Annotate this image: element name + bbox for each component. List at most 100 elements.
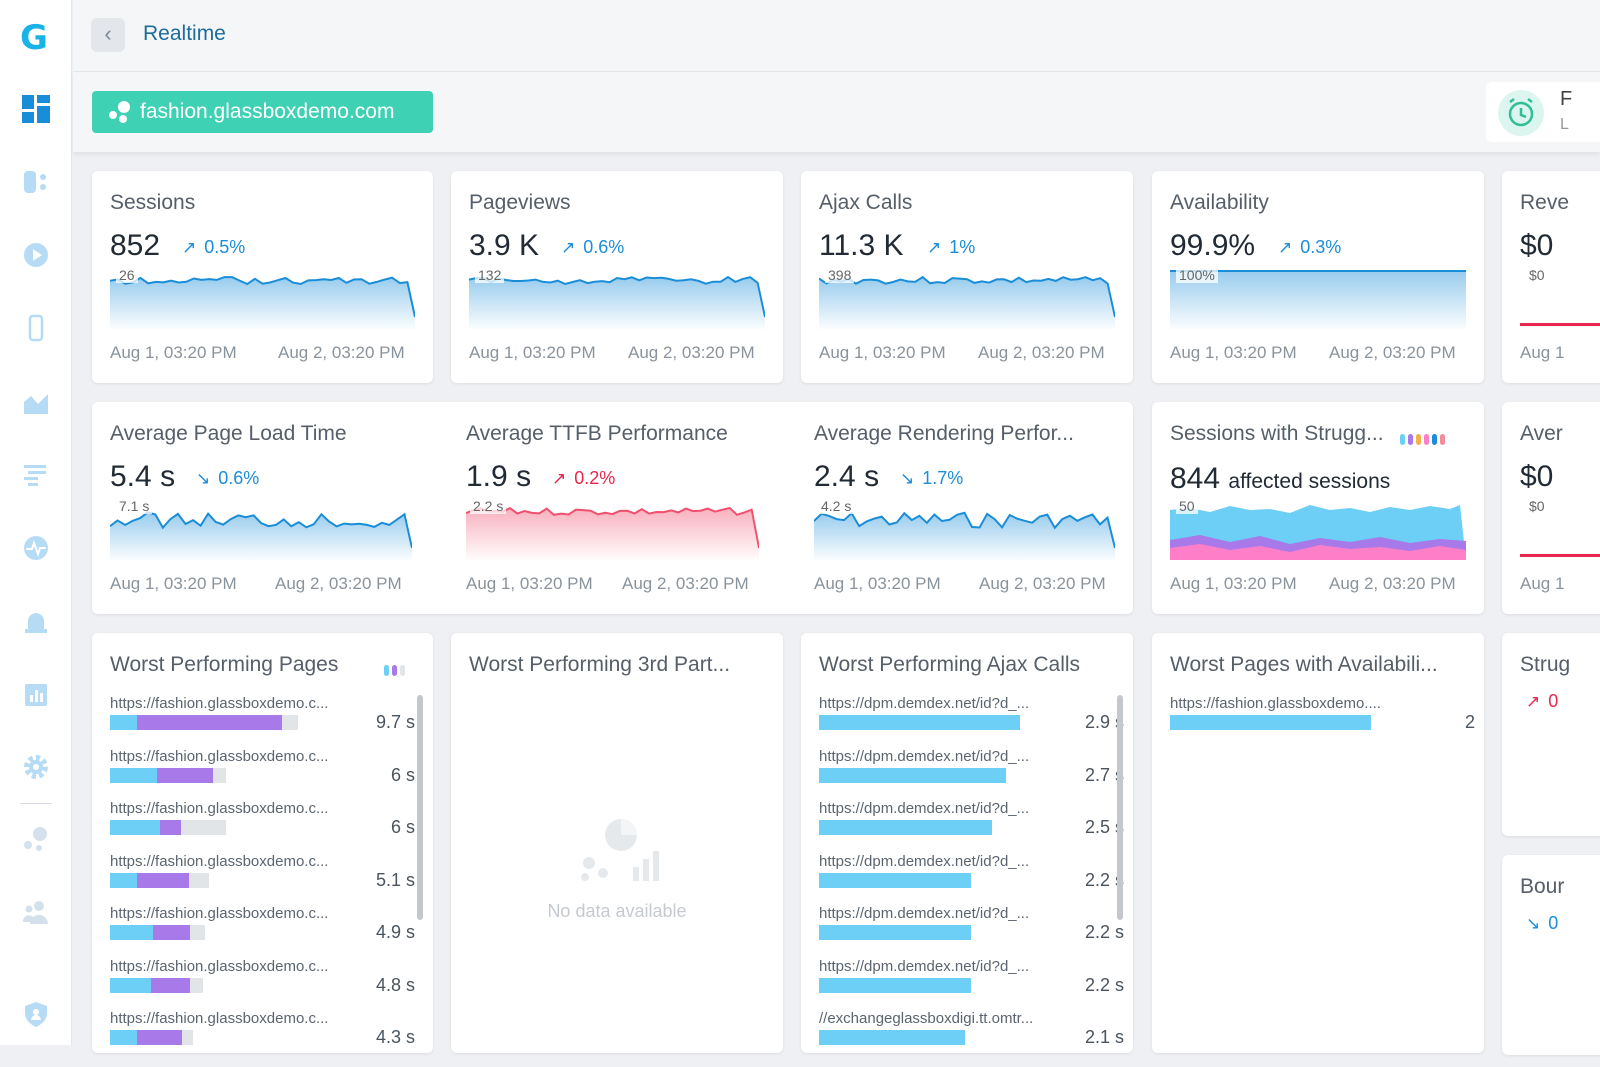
list-item-url: https://fashion.glassboxdemo.c... [110,1010,329,1027]
bar-track [110,925,205,940]
gear-icon[interactable] [22,753,50,781]
apps-icon[interactable] [22,825,50,853]
kpi-value: 852 [110,229,161,262]
date-end: Aug 2, 03:20 PM [622,574,749,593]
bounce-card[interactable]: Bour ↘ 0 [1502,855,1600,1055]
sparkline-area [466,508,759,560]
bar-segment-server [137,715,282,730]
bar-fill [819,820,992,835]
list-item[interactable]: https://fashion.glassboxdemo.c... 4.8 s [110,958,415,1006]
pulse-icon[interactable] [22,534,50,562]
struggle-area-chart [1170,505,1466,560]
sparkline-line [110,511,412,549]
performance-card[interactable]: Average Page Load Time 5.4 s ↘ 0.6% 7.1 s… [92,402,1133,614]
list-item[interactable]: https://fashion.glassboxdemo.c... 6 s [110,800,415,848]
bar-segment-network [110,820,160,835]
card-title: Sessions with Strugg... [1170,422,1384,445]
alarm-clock-icon [1498,90,1544,136]
bar-track [819,872,971,888]
list-item-url: //exchangeglassboxdigi.tt.omtr... [819,1010,1034,1027]
card-title: Worst Pages with Availabili... [1170,653,1438,676]
list-item-url: https://fashion.glassboxdemo.... [1170,695,1381,712]
funnel-icon[interactable] [22,168,50,196]
list-item[interactable]: https://fashion.glassboxdemo.c... 4.3 s [110,1010,415,1053]
time-range-subtitle: L [1560,116,1569,133]
bar-track [110,1030,193,1045]
alarm-icon[interactable] [22,607,50,635]
card-title: Aver [1520,422,1563,445]
list-item[interactable]: https://fashion.glassboxdemo.c... 6 s [110,748,415,796]
list-item-url: https://fashion.glassboxdemo.c... [110,852,329,870]
dashboard-icon[interactable] [22,95,50,123]
list-item[interactable]: https://dpm.demdex.net/id?d_... 2.2 s [819,958,1124,1006]
kpi-value: $0 [1520,229,1554,262]
scrollbar[interactable] [1117,695,1123,920]
trend-up-icon: ↗ [927,238,942,258]
users-icon[interactable] [22,898,50,926]
revenue-card[interactable]: Reve $0 $0 Aug 1 [1502,171,1600,383]
list-item[interactable]: //exchangeglassboxdigi.tt.omtr... 2.1 s [819,1010,1124,1053]
affected-label: affected sessions [1228,470,1391,493]
trend-down-icon: ↘ [900,469,915,489]
bar-track [1170,715,1371,730]
time-range-selector[interactable]: F L [1486,82,1600,142]
bar-fill [819,1030,965,1045]
list-icon[interactable] [22,461,50,489]
shield-icon[interactable] [22,1000,50,1028]
trend-value: 1% [949,237,976,257]
play-icon[interactable] [22,241,50,269]
bar-fill [819,767,1006,783]
legend-dot [1424,434,1429,445]
list-item[interactable]: https://fashion.glassboxdemo.c... 5.1 s [110,853,415,901]
list-item-value: 4.3 s [375,1027,415,1047]
app-selector[interactable]: fashion.glassboxdemo.com [92,91,433,133]
list-item-url: https://fashion.glassboxdemo.c... [110,957,329,975]
area-chart-icon[interactable] [22,388,50,416]
bar-segment-server [153,925,190,940]
bar-segment-network [110,925,153,940]
date-start: Aug 1, 03:20 PM [1170,574,1297,593]
bar-track [819,715,1020,730]
struggle-sessions-card[interactable]: Sessions with Strugg... 844 affected ses… [1152,402,1484,614]
sessions-card[interactable]: Sessions 852 ↗ 0.5% 26 Aug 1, 03:20 PM Au… [92,171,433,383]
worst-third-party-card[interactable]: Worst Performing 3rd Part... No data ava… [451,633,783,1053]
pageviews-card[interactable]: Pageviews 3.9 K ↗ 0.6% 132 Aug 1, 03:20 P… [451,171,783,383]
list-item-url: https://dpm.demdex.net/id?d_... [819,800,1030,817]
list-item[interactable]: https://dpm.demdex.net/id?d_... 2.7 s [819,748,1124,796]
kpi-value: 3.9 K [469,229,540,262]
ajax-calls-card[interactable]: Ajax Calls 11.3 K ↗ 1% 398 Aug 1, 03:20 P… [801,171,1133,383]
worst-pages-card[interactable]: Worst Performing Pages https://fashion.g… [92,633,433,1053]
list-item[interactable]: https://dpm.demdex.net/id?d_... 2.2 s [819,905,1124,953]
date-start: Aug 1, 03:20 PM [1170,343,1297,362]
list-item-value: 2.2 s [1084,869,1124,890]
scrollbar[interactable] [417,695,423,920]
card-title: Average TTFB Performance [466,422,728,445]
no-data-icon [581,819,659,881]
availability-card[interactable]: Availability 99.9% ↗ 0.3% 100% Aug 1, 03:… [1152,171,1484,383]
report-icon[interactable] [22,681,50,709]
list-item[interactable]: https://dpm.demdex.net/id?d_... 2.2 s [819,853,1124,901]
trend-up-icon: ↗ [561,238,576,258]
worst-availability-card[interactable]: Worst Pages with Availabili... https://f… [1152,633,1484,1053]
sparkline-area [1170,271,1466,329]
worst-ajax-card[interactable]: Worst Performing Ajax Calls https://dpm.… [801,633,1133,1053]
mobile-icon[interactable] [22,314,50,342]
list-item[interactable]: https://dpm.demdex.net/id?d_... 2.9 s [819,695,1124,743]
list-item[interactable]: https://fashion.glassboxdemo.... 2 [1170,695,1475,743]
glassbox-logo[interactable]: G [20,18,48,58]
list-item[interactable]: https://dpm.demdex.net/id?d_... 2.5 s [819,800,1124,848]
card-title: Reve [1520,191,1570,214]
no-data-text: No data available [547,901,687,921]
struggle-card-2[interactable]: Strug ↗ 0 [1502,633,1600,836]
list-item-url: https://dpm.demdex.net/id?d_... [819,905,1030,922]
date-end: Aug 2, 03:20 PM [628,343,755,362]
filter-bar: fashion.glassboxdemo.com F L [73,72,1600,152]
list-item-value: 2.9 s [1084,712,1124,732]
sparkline-area [814,512,1115,560]
list-item[interactable]: https://fashion.glassboxdemo.c... 4.9 s [110,905,415,953]
average-card[interactable]: Aver $0 $0 Aug 1 [1502,402,1600,614]
ajax-sparkline [819,275,1115,329]
back-button[interactable]: ‹ [91,18,125,52]
list-item[interactable]: https://fashion.glassboxdemo.c... 9.7 s [110,695,415,743]
list-item-value: 4.8 s [375,974,415,995]
